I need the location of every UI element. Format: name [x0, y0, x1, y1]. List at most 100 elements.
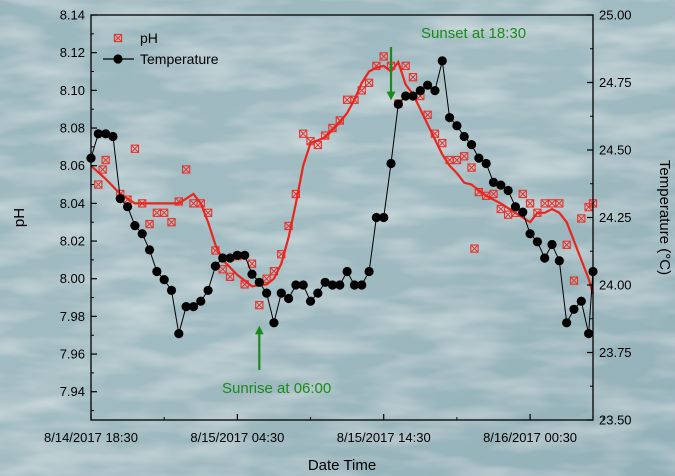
ph-marker-box: [364, 78, 374, 87]
temperature-point: [159, 275, 169, 285]
temperature-point: [327, 280, 338, 290]
ph-marker-box: [98, 165, 107, 174]
ph-point: [299, 129, 308, 138]
temperature-point: [364, 266, 374, 277]
ph-marker-box: [225, 272, 235, 281]
temperature-point: [584, 329, 594, 339]
temperature-point: [379, 212, 389, 223]
ph-point: [460, 152, 469, 161]
temperature-point: [283, 293, 294, 304]
ph-marker-box: [569, 276, 579, 285]
temperature-point: [203, 285, 213, 295]
y-tick-label: 8.14: [60, 8, 85, 23]
temperature-point: [196, 296, 206, 306]
sunrise-annotation: Sunrise at 06:00: [222, 380, 331, 397]
x-tick-label: 8/14/2017 18:30: [44, 430, 138, 445]
ph-marker-cross: [328, 124, 337, 132]
temperature-point: [305, 296, 316, 306]
ph-marker-box: [438, 138, 447, 148]
ph-marker-cross: [526, 199, 535, 208]
ph-marker-cross: [555, 199, 564, 208]
ph-marker-box: [284, 221, 293, 231]
ph-marker-cross: [101, 156, 110, 165]
ph-point: [130, 144, 140, 153]
ph-marker-box: [167, 218, 176, 227]
ph-marker-cross: [313, 141, 322, 149]
temperature-point: [562, 318, 572, 328]
ph-marker-cross: [504, 210, 513, 219]
y-tick-label: 8.10: [60, 83, 85, 98]
legend-ph-symbol: [113, 33, 123, 43]
ph-point: [145, 219, 154, 229]
y-tick-label: 8.04: [60, 196, 85, 211]
temperature-point: [423, 80, 433, 90]
ph-marker-cross: [467, 163, 476, 172]
temperature-point: [466, 140, 477, 150]
ph-point: [218, 265, 227, 274]
ph-point: [408, 73, 418, 82]
temperature-point: [488, 177, 499, 187]
ph-marker-box: [262, 274, 271, 283]
temperature-point: [342, 266, 352, 277]
temperature-point: [130, 221, 140, 231]
ph-marker-cross: [306, 137, 315, 146]
ph-marker-cross: [365, 78, 374, 87]
ph-marker-cross: [152, 208, 161, 217]
ph-point: [525, 199, 535, 208]
ph-marker-box: [113, 33, 123, 43]
ph-point: [101, 155, 110, 165]
legend-ph-marker: [113, 33, 123, 43]
y2-tick-label: 24.25: [599, 210, 632, 225]
temperature-point: [371, 212, 381, 223]
ph-marker-cross: [540, 199, 549, 208]
temperature-point: [225, 253, 235, 263]
ph-marker-cross: [226, 272, 234, 281]
x-tick-label: 8/16/2017 00:30: [483, 430, 577, 445]
temperature-point: [408, 91, 418, 101]
ph-marker-box: [555, 199, 564, 208]
ph-marker-cross: [562, 240, 571, 249]
ph-marker-box: [101, 155, 110, 165]
ph-marker-cross: [218, 265, 227, 274]
ph-marker-box: [328, 123, 337, 133]
y-tick-label: 7.98: [60, 309, 85, 324]
ph-marker-cross: [255, 301, 264, 310]
temperature-point: [181, 302, 191, 312]
ph-point: [225, 272, 235, 281]
temperature-point: [576, 296, 586, 306]
ph-point: [577, 214, 586, 223]
ph-point: [364, 78, 374, 87]
ph-marker-box: [299, 129, 308, 138]
ph-marker-cross: [470, 244, 479, 253]
ph-point: [167, 218, 176, 227]
temperature-point: [430, 86, 440, 96]
ph-point: [379, 52, 388, 61]
temperature-point: [569, 304, 579, 314]
ph-marker-box: [401, 61, 410, 71]
y2-tick-label: 23.75: [599, 345, 632, 360]
temperature-point: [415, 86, 425, 96]
ph-point: [160, 208, 169, 217]
temperature-point: [313, 288, 323, 298]
temperature-point: [357, 280, 367, 290]
ph-point: [518, 189, 527, 199]
ph-marker-cross: [548, 199, 556, 208]
y-tick-label: 7.94: [60, 384, 85, 399]
ph-marker-cross: [145, 220, 154, 229]
ph-marker-box: [379, 52, 388, 61]
ph-marker-cross: [518, 189, 527, 198]
temperature-point: [93, 129, 103, 139]
temperature-point: [525, 229, 535, 239]
ph-marker-box: [181, 165, 191, 174]
ph-marker-box: [255, 300, 264, 310]
ph-marker-cross: [182, 165, 191, 174]
temperature-point: [459, 131, 469, 142]
y2-tick-label: 25.00: [599, 8, 632, 23]
ph-marker-box: [94, 180, 103, 189]
y2-tick-label: 24.50: [599, 143, 632, 158]
ph-marker-box: [408, 73, 418, 82]
temperature-point: [166, 285, 177, 295]
ph-marker-cross: [189, 199, 198, 208]
temperature-point: [101, 129, 111, 139]
